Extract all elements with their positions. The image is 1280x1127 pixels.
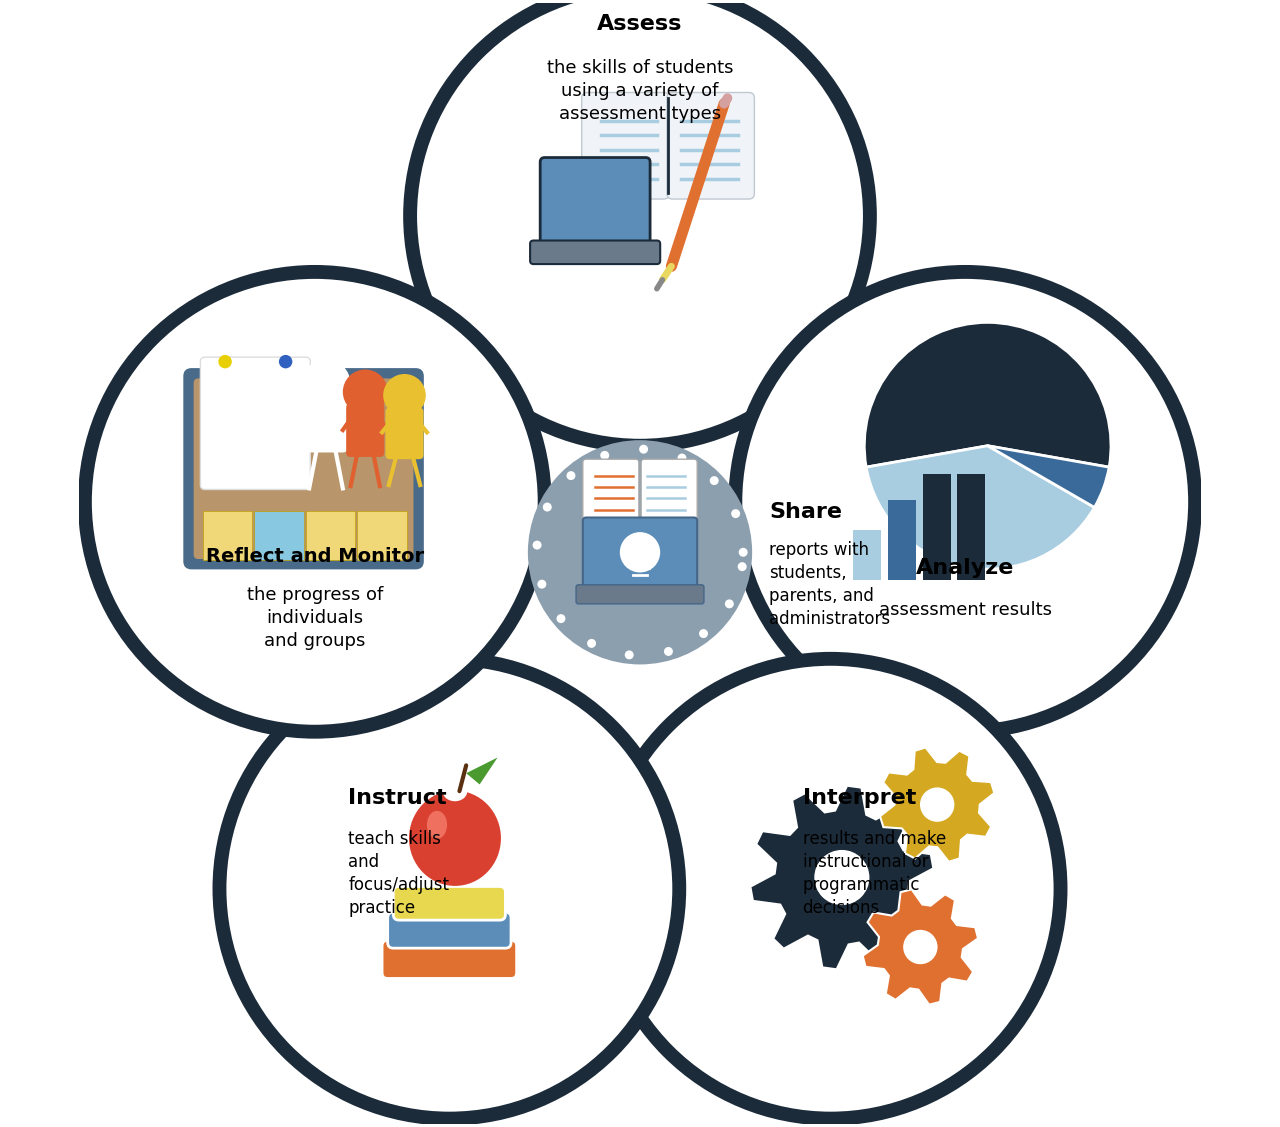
FancyBboxPatch shape <box>388 912 511 948</box>
Text: assessment results: assessment results <box>878 601 1052 619</box>
Circle shape <box>557 614 566 623</box>
Text: the skills of students
using a variety of
assessment types: the skills of students using a variety o… <box>547 59 733 123</box>
Polygon shape <box>750 786 933 969</box>
Polygon shape <box>369 709 416 740</box>
Polygon shape <box>637 864 671 913</box>
FancyBboxPatch shape <box>357 511 407 560</box>
Polygon shape <box>884 649 932 682</box>
FancyBboxPatch shape <box>393 887 506 920</box>
FancyBboxPatch shape <box>184 370 422 568</box>
Polygon shape <box>348 649 396 682</box>
Circle shape <box>588 639 596 648</box>
Ellipse shape <box>428 810 447 838</box>
Circle shape <box>620 532 660 573</box>
Circle shape <box>84 272 545 731</box>
Wedge shape <box>988 446 1110 507</box>
Circle shape <box>625 650 634 659</box>
Ellipse shape <box>443 781 467 801</box>
Polygon shape <box>804 355 836 392</box>
Circle shape <box>919 787 955 823</box>
Circle shape <box>527 441 753 665</box>
Circle shape <box>731 509 740 518</box>
Circle shape <box>699 629 708 638</box>
Polygon shape <box>881 747 995 862</box>
Text: the progress of
individuals
and groups: the progress of individuals and groups <box>247 586 383 650</box>
FancyBboxPatch shape <box>255 511 303 560</box>
Polygon shape <box>362 690 408 721</box>
Circle shape <box>567 471 576 480</box>
Circle shape <box>219 659 680 1119</box>
Circle shape <box>532 541 541 550</box>
Polygon shape <box>479 326 511 363</box>
FancyBboxPatch shape <box>193 379 413 559</box>
Polygon shape <box>923 473 951 580</box>
Circle shape <box>639 445 648 454</box>
Circle shape <box>737 562 746 571</box>
Polygon shape <box>609 864 643 913</box>
Circle shape <box>600 659 1061 1119</box>
FancyBboxPatch shape <box>667 92 754 199</box>
Text: Interpret: Interpret <box>803 788 916 808</box>
Circle shape <box>383 374 426 417</box>
FancyBboxPatch shape <box>346 403 384 456</box>
Polygon shape <box>863 889 978 1004</box>
Text: Instruct: Instruct <box>348 788 447 808</box>
Polygon shape <box>878 669 924 701</box>
Circle shape <box>343 370 388 415</box>
Circle shape <box>814 850 870 906</box>
Circle shape <box>735 272 1196 731</box>
Circle shape <box>664 647 673 656</box>
Circle shape <box>219 355 232 369</box>
Text: Analyze: Analyze <box>916 558 1015 578</box>
Polygon shape <box>769 326 801 363</box>
Circle shape <box>600 451 609 460</box>
FancyBboxPatch shape <box>641 459 698 524</box>
Polygon shape <box>957 473 986 580</box>
Polygon shape <box>888 499 916 580</box>
Circle shape <box>677 453 686 462</box>
Polygon shape <box>467 336 499 372</box>
Circle shape <box>279 355 292 369</box>
Polygon shape <box>666 864 699 913</box>
Circle shape <box>902 929 938 965</box>
Polygon shape <box>356 669 402 701</box>
Polygon shape <box>864 709 911 740</box>
Polygon shape <box>872 690 918 721</box>
FancyBboxPatch shape <box>305 393 347 452</box>
FancyBboxPatch shape <box>540 158 650 250</box>
Text: results and make
instructional or
programmatic
decisions: results and make instructional or progra… <box>803 831 946 917</box>
Polygon shape <box>466 757 498 784</box>
Text: Assess: Assess <box>598 14 682 34</box>
Wedge shape <box>867 446 1094 569</box>
FancyBboxPatch shape <box>306 511 355 560</box>
Ellipse shape <box>410 791 500 886</box>
Circle shape <box>739 548 748 557</box>
Polygon shape <box>456 345 488 382</box>
Text: Reflect and Monitor: Reflect and Monitor <box>206 547 424 566</box>
Text: teach skills
and
focus/adjust
practice: teach skills and focus/adjust practice <box>348 831 449 917</box>
Circle shape <box>709 476 718 485</box>
Wedge shape <box>864 322 1111 468</box>
Polygon shape <box>444 355 476 392</box>
Polygon shape <box>792 345 824 382</box>
Text: Share: Share <box>769 502 842 522</box>
FancyBboxPatch shape <box>385 408 424 459</box>
FancyBboxPatch shape <box>201 357 310 489</box>
Text: reports with
students,
parents, and
administrators: reports with students, parents, and admi… <box>769 541 890 628</box>
FancyBboxPatch shape <box>582 517 698 592</box>
FancyBboxPatch shape <box>581 92 669 199</box>
FancyBboxPatch shape <box>381 940 517 978</box>
Polygon shape <box>781 336 813 372</box>
Circle shape <box>301 360 351 409</box>
Circle shape <box>410 0 870 446</box>
Polygon shape <box>852 530 881 580</box>
FancyBboxPatch shape <box>576 585 704 604</box>
FancyBboxPatch shape <box>202 511 252 560</box>
Circle shape <box>543 503 552 512</box>
FancyBboxPatch shape <box>582 459 639 524</box>
Polygon shape <box>581 864 614 913</box>
FancyBboxPatch shape <box>530 240 660 264</box>
Circle shape <box>538 579 547 588</box>
Circle shape <box>724 600 733 609</box>
